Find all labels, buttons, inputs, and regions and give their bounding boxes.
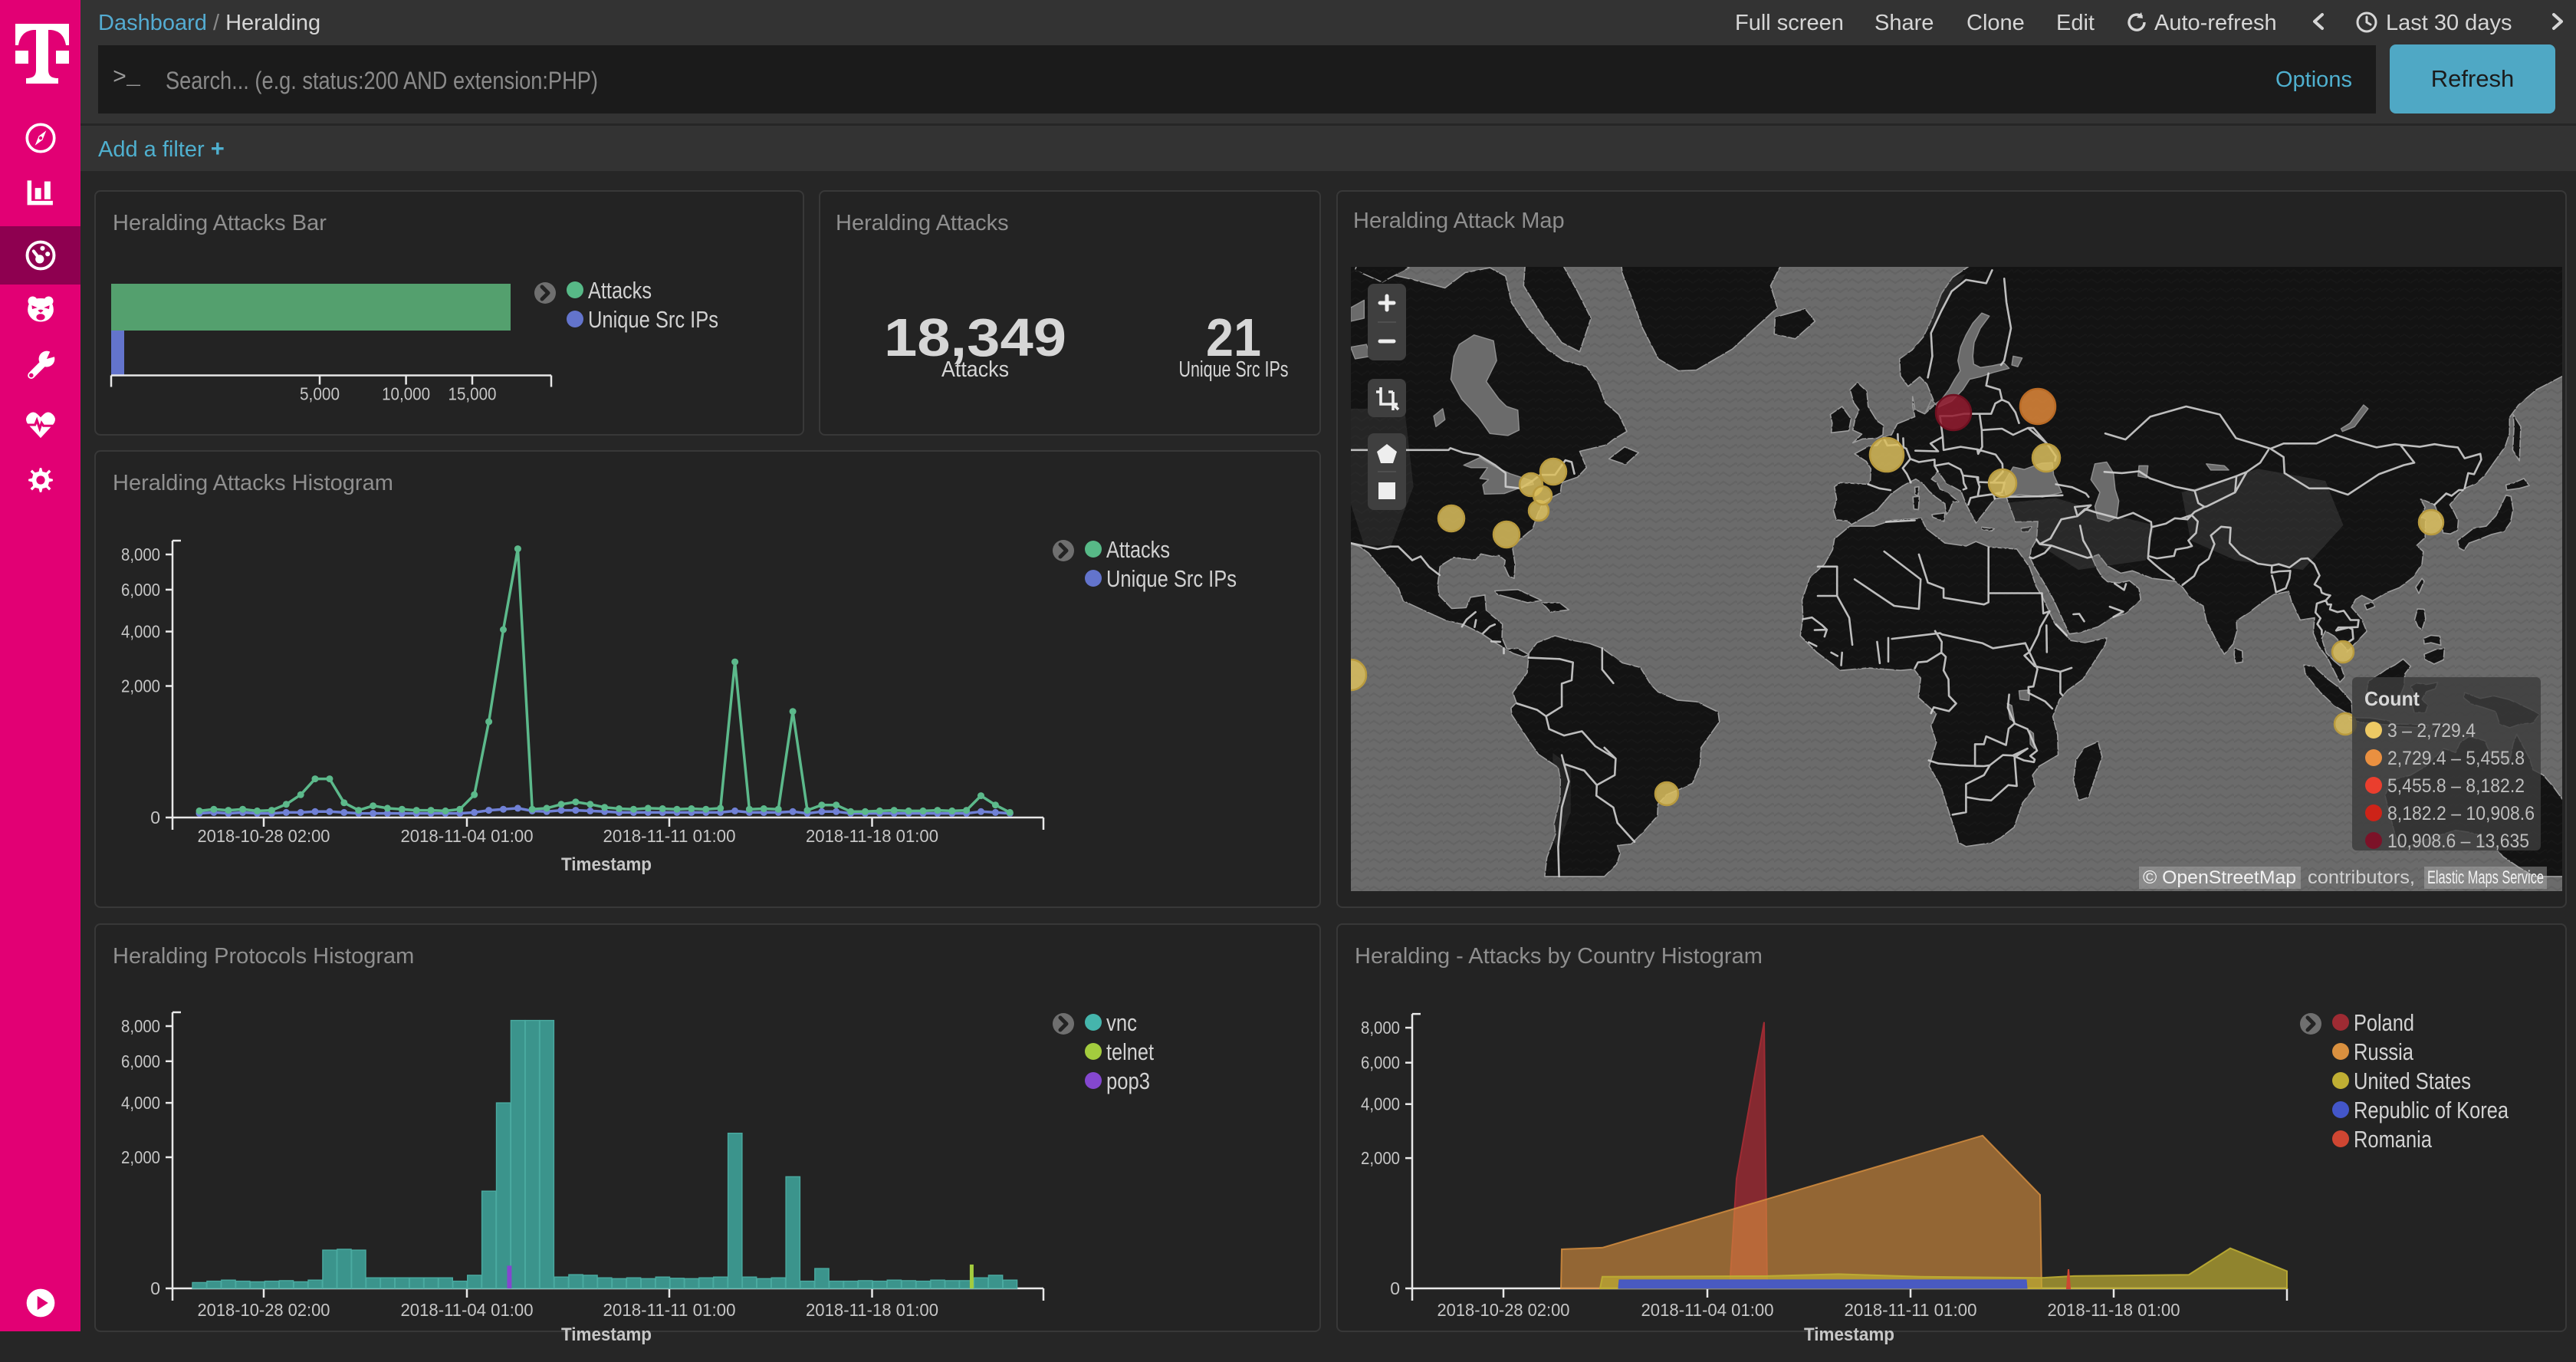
svg-text:10,000: 10,000 [382,384,430,404]
svg-text:18,349: 18,349 [884,308,1066,367]
svg-text:Republic of Korea: Republic of Korea [2354,1097,2509,1123]
svg-text:8,000: 8,000 [121,544,160,564]
svg-text:15,000: 15,000 [449,384,497,404]
svg-text:Heralding Attacks Histogram: Heralding Attacks Histogram [113,471,393,495]
svg-text:4,000: 4,000 [121,1093,160,1113]
svg-text:8,182.2 – 10,908.6: 8,182.2 – 10,908.6 [2387,803,2535,824]
svg-text:2018-11-18 01:00: 2018-11-18 01:00 [806,826,938,846]
svg-text:telnet: telnet [1106,1038,1154,1065]
svg-text:2018-10-28 02:00: 2018-10-28 02:00 [198,1300,330,1320]
svg-text:Romania: Romania [2354,1126,2433,1153]
svg-text:2018-10-28 02:00: 2018-10-28 02:00 [1438,1300,1570,1320]
svg-text:pop3: pop3 [1106,1068,1150,1094]
svg-text:Unique Src IPs: Unique Src IPs [588,306,718,333]
svg-text:vnc: vnc [1106,1009,1137,1036]
svg-text:Timestamp: Timestamp [561,854,652,875]
svg-text:Attacks: Attacks [941,357,1009,382]
svg-text:2,000: 2,000 [1361,1148,1400,1168]
svg-text:Unique Src IPs: Unique Src IPs [1179,357,1289,382]
svg-text:0: 0 [150,808,160,827]
svg-text:© OpenStreetMap: © OpenStreetMap [2143,867,2296,888]
svg-text:Heralding Attacks: Heralding Attacks [836,211,1009,235]
svg-text:Heralding Protocols Histogram: Heralding Protocols Histogram [113,944,414,969]
svg-text:Attacks: Attacks [1106,536,1170,563]
svg-text:10,908.6 – 13,635: 10,908.6 – 13,635 [2387,831,2529,852]
svg-text:Timestamp: Timestamp [1804,1324,1894,1345]
svg-text:2018-11-11 01:00: 2018-11-11 01:00 [603,826,736,846]
svg-text:Russia: Russia [2354,1038,2414,1065]
svg-text:2,000: 2,000 [121,1147,160,1167]
svg-text:2018-10-28 02:00: 2018-10-28 02:00 [198,826,330,846]
svg-text:21: 21 [1206,308,1261,367]
svg-text:contributors,: contributors, [2308,867,2415,888]
svg-text:6,000: 6,000 [121,580,160,600]
svg-text:Heralding - Attacks by Country: Heralding - Attacks by Country Histogram [1355,944,1763,969]
svg-text:Elastic Maps Service: Elastic Maps Service [2427,867,2544,888]
svg-text:Heralding Attacks Bar: Heralding Attacks Bar [113,211,327,235]
svg-text:5,000: 5,000 [300,384,340,404]
svg-text:2018-11-11 01:00: 2018-11-11 01:00 [1845,1300,1977,1320]
svg-text:Poland: Poland [2354,1009,2414,1036]
svg-text:2018-11-04 01:00: 2018-11-04 01:00 [401,1300,534,1320]
svg-text:Timestamp: Timestamp [561,1324,652,1345]
svg-text:United States: United States [2354,1068,2471,1094]
svg-text:2018-11-04 01:00: 2018-11-04 01:00 [401,826,534,846]
svg-text:2,729.4 – 5,455.8: 2,729.4 – 5,455.8 [2387,748,2525,769]
svg-text:8,000: 8,000 [1361,1018,1400,1038]
svg-text:Unique Src IPs: Unique Src IPs [1106,565,1237,592]
svg-text:5,455.8 – 8,182.2: 5,455.8 – 8,182.2 [2387,775,2525,797]
svg-text:Count: Count [2364,687,2420,710]
svg-text:3 – 2,729.4: 3 – 2,729.4 [2387,720,2476,742]
svg-text:4,000: 4,000 [1361,1094,1400,1114]
svg-text:2018-11-18 01:00: 2018-11-18 01:00 [806,1300,938,1320]
svg-text:0: 0 [1390,1278,1400,1298]
svg-text:2018-11-11 01:00: 2018-11-11 01:00 [603,1300,736,1320]
svg-text:4,000: 4,000 [121,622,160,642]
svg-text:2018-11-18 01:00: 2018-11-18 01:00 [2048,1300,2180,1320]
svg-text:Attacks: Attacks [588,277,652,304]
svg-text:6,000: 6,000 [1361,1053,1400,1073]
svg-text:0: 0 [150,1278,160,1298]
svg-text:2018-11-04 01:00: 2018-11-04 01:00 [1641,1300,1774,1320]
svg-text:8,000: 8,000 [121,1016,160,1036]
svg-text:2,000: 2,000 [121,676,160,696]
svg-text:6,000: 6,000 [121,1051,160,1071]
